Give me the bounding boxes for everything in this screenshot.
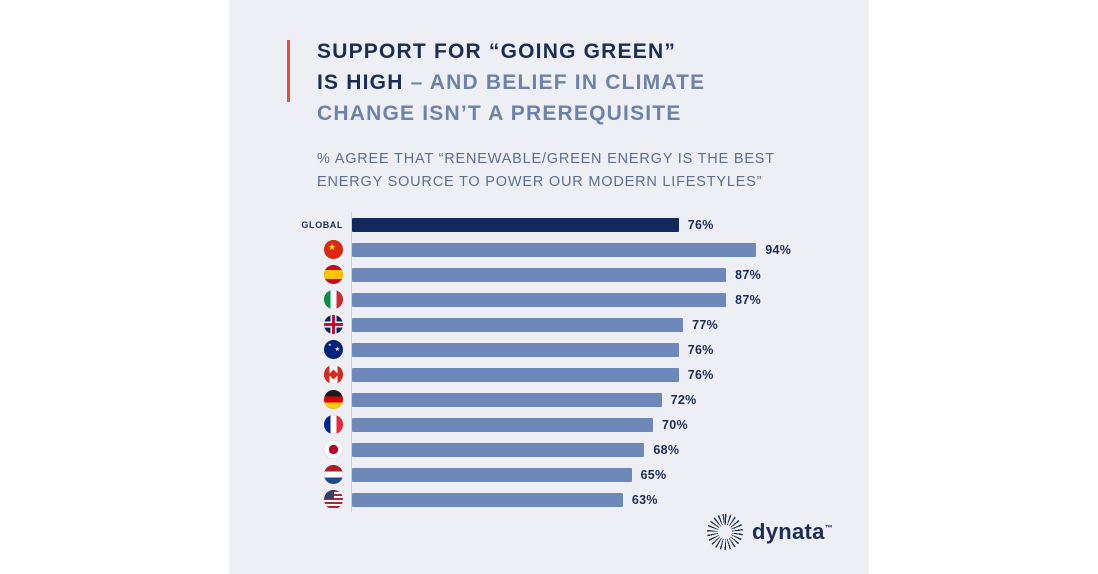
bar-row: 87% bbox=[237, 287, 853, 312]
bar-track: 72% bbox=[351, 387, 853, 412]
bar-track: 87% bbox=[351, 287, 853, 312]
value-label: 65% bbox=[640, 467, 667, 482]
row-label-cell bbox=[237, 465, 351, 484]
flag-united-states-icon bbox=[324, 490, 343, 509]
value-label: 94% bbox=[765, 242, 792, 257]
row-label-cell bbox=[237, 415, 351, 434]
bar-fill bbox=[352, 367, 679, 382]
title-line-2: IS HIGH – AND BELIEF IN CLIMATE bbox=[317, 71, 706, 94]
bar-row: GLOBAL 76% bbox=[237, 212, 853, 237]
bar-row: 77% bbox=[237, 312, 853, 337]
flag-canada-icon bbox=[324, 365, 343, 384]
bar-track: 76% bbox=[351, 337, 853, 362]
bar-track: 94% bbox=[351, 237, 853, 262]
bar-row: 65% bbox=[237, 462, 853, 487]
logo-wordmark: dynata™ bbox=[751, 519, 833, 544]
bar-row: 68% bbox=[237, 437, 853, 462]
chart-subtitle: % AGREE THAT “RENEWABLE/GREEN ENERGY IS … bbox=[317, 148, 837, 194]
bar-track: 76% bbox=[351, 212, 853, 237]
bar-track: 77% bbox=[351, 312, 853, 337]
flag-japan-icon bbox=[324, 440, 343, 459]
flag-france-icon bbox=[324, 415, 343, 434]
bar-row: 87% bbox=[237, 262, 853, 287]
bar-track: 63% bbox=[351, 487, 853, 512]
bar-row: 76% bbox=[237, 362, 853, 387]
bar-fill bbox=[352, 267, 727, 282]
value-label: 70% bbox=[662, 417, 688, 432]
subtitle-line-1: % AGREE THAT “RENEWABLE/GREEN ENERGY IS … bbox=[317, 151, 775, 167]
bar-row: 94% bbox=[237, 237, 853, 262]
value-label: 76% bbox=[687, 367, 714, 382]
subtitle-line-2: ENERGY SOURCE TO POWER OUR MODERN LIFEST… bbox=[317, 174, 763, 190]
bar-track: 76% bbox=[351, 362, 853, 387]
value-label: 76% bbox=[687, 217, 714, 232]
starburst-icon bbox=[706, 514, 743, 550]
row-label-cell bbox=[237, 265, 351, 284]
bar-fill bbox=[352, 217, 679, 232]
value-label: 63% bbox=[631, 492, 658, 507]
row-label-cell bbox=[237, 340, 351, 359]
infographic-card: SUPPORT FOR “GOING GREEN” IS HIGH – AND … bbox=[229, 0, 869, 574]
flag-china-icon bbox=[324, 240, 343, 259]
title-line-1: SUPPORT FOR “GOING GREEN” bbox=[317, 40, 677, 63]
value-label: 87% bbox=[735, 267, 762, 282]
flag-germany-icon bbox=[324, 390, 343, 409]
bar-fill bbox=[352, 317, 684, 332]
dynata-logo: dynata™ bbox=[706, 514, 833, 550]
bar-track: 68% bbox=[351, 437, 853, 462]
value-label: 87% bbox=[735, 292, 762, 307]
category-label: GLOBAL bbox=[301, 219, 343, 230]
bar-fill bbox=[352, 442, 645, 457]
flag-italy-icon bbox=[324, 290, 343, 309]
row-label-cell bbox=[237, 440, 351, 459]
bar-row: 70% bbox=[237, 412, 853, 437]
bar-fill bbox=[352, 492, 623, 507]
value-label: 72% bbox=[670, 392, 697, 407]
bar-fill bbox=[352, 292, 727, 307]
bar-rows: GLOBAL76%94%87%87%77%76%76%72%70%68%65%6… bbox=[237, 212, 853, 512]
bar-row: 72% bbox=[237, 387, 853, 412]
page-title: SUPPORT FOR “GOING GREEN” IS HIGH – AND … bbox=[317, 36, 705, 129]
flag-spain-icon bbox=[324, 265, 343, 284]
bar-fill bbox=[352, 342, 679, 357]
bar-track: 65% bbox=[351, 462, 853, 487]
bar-track: 70% bbox=[351, 412, 853, 437]
row-label-cell bbox=[237, 490, 351, 509]
row-label-cell bbox=[237, 290, 351, 309]
bar-row: 63% bbox=[237, 487, 853, 512]
header: SUPPORT FOR “GOING GREEN” IS HIGH – AND … bbox=[287, 36, 705, 129]
value-label: 77% bbox=[692, 317, 719, 332]
value-label: 76% bbox=[687, 342, 714, 357]
row-label-cell bbox=[237, 390, 351, 409]
bar-fill bbox=[352, 242, 757, 257]
trademark-symbol: ™ bbox=[824, 523, 833, 533]
title-line-3: CHANGE ISN’T A PREREQUISITE bbox=[317, 102, 682, 125]
bar-fill bbox=[352, 392, 662, 407]
row-label-cell bbox=[237, 240, 351, 259]
flag-united-kingdom-icon bbox=[324, 315, 343, 334]
bar-fill bbox=[352, 417, 653, 432]
row-label-cell bbox=[237, 365, 351, 384]
flag-netherlands-icon bbox=[324, 465, 343, 484]
value-label: 68% bbox=[653, 442, 680, 457]
bar-track: 87% bbox=[351, 262, 853, 287]
bar-row: 76% bbox=[237, 337, 853, 362]
row-label-cell: GLOBAL bbox=[237, 220, 351, 230]
row-label-cell bbox=[237, 315, 351, 334]
title-accent-bar bbox=[287, 40, 290, 102]
bar-fill bbox=[352, 467, 632, 482]
bar-chart: GLOBAL76%94%87%87%77%76%76%72%70%68%65%6… bbox=[237, 212, 853, 512]
flag-australia-icon bbox=[324, 340, 343, 359]
